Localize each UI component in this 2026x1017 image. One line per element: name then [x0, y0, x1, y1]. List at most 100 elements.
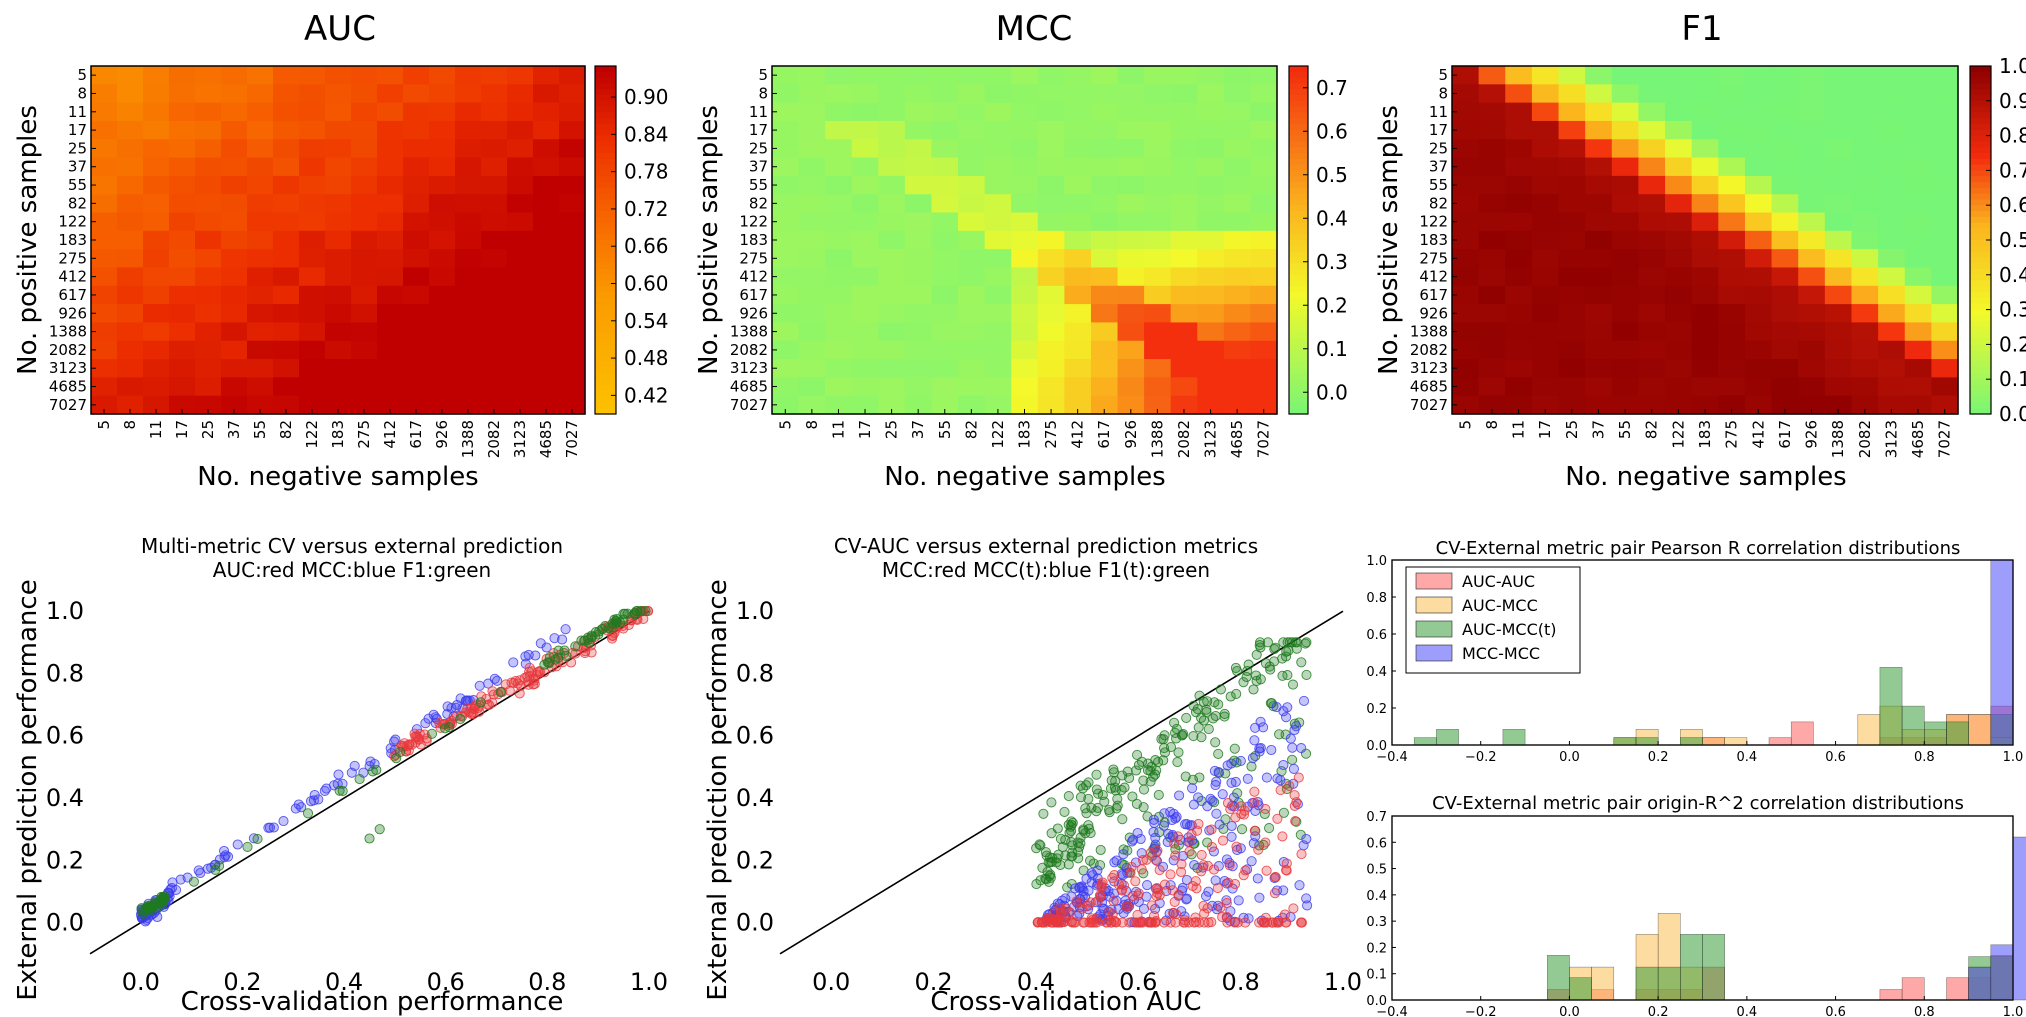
heatmap-cell: [851, 84, 879, 104]
heatmap-cell: [1585, 84, 1613, 104]
heatmap-cell: [878, 84, 906, 104]
heatmap-cell: [1478, 139, 1506, 159]
heatmap-cell: [507, 66, 534, 85]
heatmap-cell: [772, 139, 800, 159]
scatter-point: [1184, 846, 1195, 857]
colorbar-swatch: [595, 95, 616, 102]
heatmap-cell: [1223, 285, 1252, 305]
heatmap-cell: [169, 359, 196, 378]
heatmap-cell: [1117, 175, 1145, 195]
colorbar-swatch: [595, 385, 616, 392]
heatmap-cell: [1798, 340, 1826, 360]
scatter-point: [1241, 671, 1252, 683]
mcc-x-axis-label: No. negative samples: [884, 462, 1165, 492]
scatter-point: [242, 841, 253, 852]
heatmap-cell: [455, 249, 482, 269]
heatmap-cell: [1505, 377, 1533, 397]
scatter-point: [1214, 819, 1225, 830]
heatmap-cell: [117, 66, 144, 85]
colorbar-swatch: [1289, 280, 1308, 287]
heatmap-cell: [1505, 285, 1533, 305]
scatter-point: [607, 622, 618, 633]
heatmap-cell: [195, 322, 222, 342]
mcc-y-ticks: 5811172537558212218327541261792613882082…: [730, 66, 777, 414]
heatmap-cell: [1090, 249, 1119, 269]
heatmap-cell: [1904, 175, 1932, 195]
heatmap-cell: [273, 120, 300, 140]
histogram-bar: [1879, 667, 1903, 746]
colorbar-tick-label: 0.4: [1316, 206, 1348, 230]
heatmap-cell: [1558, 285, 1586, 305]
scatter-point: [1203, 724, 1214, 735]
heatmap-cell: [1798, 84, 1826, 104]
heatmap-cell: [169, 84, 196, 104]
heatmap-cell: [1011, 395, 1039, 415]
histogram2-title: CV-External metric pair origin-R^2 corre…: [1432, 793, 1964, 814]
y-tick-label: 275: [739, 249, 768, 267]
heatmap-cell: [1558, 340, 1586, 360]
scatter-point: [170, 884, 182, 895]
heatmap-cell: [117, 285, 144, 305]
heatmap-cell: [325, 377, 352, 397]
heatmap-cell: [455, 322, 482, 342]
scatter-point: [1236, 824, 1248, 835]
scatter-point: [1253, 844, 1264, 855]
x-tick-label: 0.2: [1648, 1005, 1669, 1017]
heatmap-cell: [1531, 267, 1560, 287]
heatmap-cell: [1904, 249, 1932, 269]
heatmap-cell: [851, 340, 879, 360]
legend-swatch: [1415, 620, 1453, 638]
heatmap-cell: [221, 175, 248, 195]
heatmap-cell: [247, 102, 274, 122]
colorbar-tick-label: 0.78: [624, 160, 669, 184]
heatmap-cell: [798, 359, 826, 378]
heatmap-cell: [377, 285, 404, 305]
heatmap-cell: [1585, 175, 1613, 195]
heatmap-cell: [273, 340, 300, 360]
heatmap-cell: [1744, 230, 1773, 250]
heatmap-cell: [1170, 66, 1198, 85]
scatter-point: [1055, 833, 1066, 844]
f1-x-ticks: 5 8 11 17 25 37 55 82 122 183 275 412 617 926 1388 2082…: [1456, 409, 1954, 458]
heatmap-cell: [299, 157, 326, 177]
scatter-point: [1278, 706, 1289, 717]
heatmap-cell: [1718, 249, 1746, 269]
heatmap-cell: [958, 175, 986, 195]
heatmap-cell: [1585, 249, 1613, 269]
heatmap-cell: [1611, 377, 1640, 397]
histogram-bar: [1724, 737, 1748, 746]
scatter-point: [560, 624, 571, 635]
colorbar-swatch: [1289, 402, 1308, 409]
colorbar-swatch: [595, 106, 616, 113]
histogram1-title: CV-External metric pair Pearson R correl…: [1436, 538, 1961, 559]
heatmap-cell: [1505, 157, 1533, 177]
colorbar-swatch: [595, 356, 616, 363]
scatter-point: [1116, 884, 1127, 895]
heatmap-cell: [429, 304, 456, 324]
heatmap-cell: [1878, 194, 1906, 214]
heatmap-cell: [1691, 249, 1719, 269]
heatmap-cell: [117, 267, 144, 287]
heatmap-cell: [798, 157, 826, 177]
heatmap-cell: [221, 66, 248, 85]
heatmap-cell: [1665, 340, 1693, 360]
heatmap-cell: [559, 157, 586, 177]
y-tick-label: 926: [1419, 304, 1448, 322]
scatter-point: [1240, 917, 1251, 928]
heatmap-cell: [559, 395, 586, 415]
heatmap-cell: [403, 359, 430, 378]
heatmap-cell: [1638, 359, 1666, 378]
scatter-point: [1148, 827, 1159, 838]
heatmap-cell: [455, 340, 482, 360]
heatmap-cell: [931, 285, 959, 305]
colorbar-swatch: [1289, 379, 1308, 386]
heatmap-cell: [117, 102, 144, 122]
scatter-point: [481, 693, 492, 705]
legend-label: AUC-AUC: [1462, 572, 1535, 591]
heatmap-cell: [878, 66, 906, 85]
colorbar-tick-label: 0.5: [1999, 228, 2026, 252]
colorbar-swatch: [595, 367, 616, 374]
heatmap-cell: [351, 102, 378, 122]
scatter-point: [149, 899, 160, 910]
heatmap-cell: [984, 340, 1012, 360]
